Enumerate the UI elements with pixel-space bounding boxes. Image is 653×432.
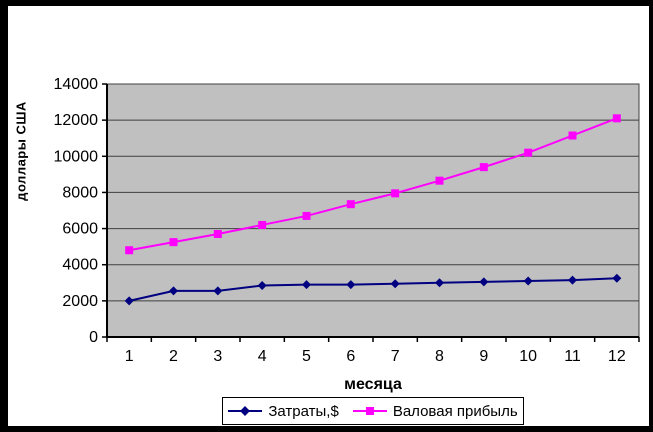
plot-background: [106, 83, 640, 338]
y-tick-label: 0: [89, 329, 98, 346]
x-tick-label: 8: [435, 348, 444, 365]
data-point-square: [213, 229, 222, 238]
data-point-diamond: [523, 276, 533, 286]
series-line-square: [128, 117, 618, 252]
x-tick-label: 5: [302, 348, 311, 365]
x-tick-label: 1: [125, 348, 134, 365]
x-tick-label: 11: [564, 348, 581, 365]
x-tick-label: 9: [479, 348, 488, 365]
legend-diamond-marker-icon: [228, 406, 263, 416]
legend-square-marker-icon: [352, 406, 387, 416]
data-point-square: [391, 189, 400, 198]
data-point-diamond: [124, 296, 134, 306]
data-point-diamond: [390, 279, 400, 289]
legend-label: Затраты,$: [268, 402, 339, 420]
data-point-diamond: [346, 280, 356, 290]
data-point-diamond: [169, 286, 178, 296]
y-tick-label: 14000: [54, 76, 99, 93]
y-tick-label: 12000: [54, 112, 99, 129]
legend-item: Валовая прибыль: [352, 402, 518, 420]
y-axis-title: доллары США: [13, 101, 29, 201]
y-tick-label: 2000: [62, 293, 98, 310]
data-point-square: [612, 114, 621, 123]
y-tick-label: 10000: [54, 148, 99, 165]
data-point-diamond: [257, 280, 267, 290]
data-point-diamond: [479, 277, 489, 287]
x-tick-label: 4: [258, 348, 267, 365]
data-point-square: [479, 163, 488, 172]
x-tick-label: 10: [519, 348, 537, 365]
y-tick-label: 4000: [62, 257, 98, 274]
legend-label: Валовая прибыль: [392, 402, 518, 420]
legend: Затраты,$ Валовая прибыль: [222, 397, 524, 425]
data-point-diamond: [568, 275, 577, 285]
x-tick-label: 2: [169, 348, 178, 365]
x-tick-label: 12: [608, 348, 626, 365]
data-point-diamond: [302, 280, 311, 290]
x-tick-label: 7: [391, 348, 400, 365]
y-tick-label: 8000: [62, 184, 98, 201]
data-point-diamond: [435, 278, 444, 288]
data-point-square: [258, 220, 267, 229]
data-point-square: [568, 131, 577, 140]
data-point-square: [302, 211, 311, 220]
series-line-diamond: [128, 277, 617, 302]
x-tick-label: 6: [346, 348, 355, 365]
data-point-square: [169, 238, 178, 247]
data-point-square: [125, 246, 134, 255]
data-point-square: [524, 148, 533, 157]
legend-item: Затраты,$: [228, 402, 339, 420]
y-tick-label: 6000: [62, 221, 98, 238]
chart-canvas: 0 2000 4000 6000 8000 10000 12000 14000 1 2 3 4 5 6 7 8…: [8, 6, 649, 426]
data-point-diamond: [213, 286, 223, 296]
x-axis-title: месяца: [344, 376, 402, 393]
x-tick-label: 3: [213, 348, 222, 365]
data-point-diamond: [612, 273, 622, 283]
data-point-square: [435, 176, 444, 185]
data-point-square: [346, 200, 355, 209]
